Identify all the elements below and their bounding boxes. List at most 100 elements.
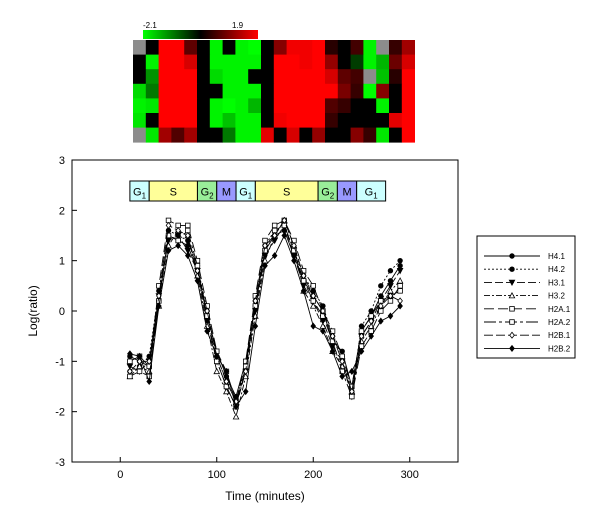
data-point [509, 331, 515, 339]
heatmap-cell [337, 98, 351, 114]
data-point [329, 332, 336, 340]
series-layer [126, 216, 404, 420]
heatmap-cell [273, 83, 287, 99]
heatmap-cell [171, 54, 185, 70]
data-point [378, 283, 384, 289]
heatmap-cell [248, 113, 262, 128]
heatmap-cell [376, 83, 390, 99]
data-point [194, 267, 201, 275]
heatmap-cell [389, 98, 403, 114]
phase-label: M [342, 187, 351, 199]
data-point [242, 372, 250, 380]
phase-label: M [222, 187, 231, 199]
heatmap-cell [222, 98, 236, 114]
data-point [204, 307, 210, 315]
data-point [156, 302, 162, 310]
legend-label: H4.2 [548, 265, 565, 274]
heatmap-cell [248, 83, 262, 99]
data-point [165, 221, 172, 229]
data-point [339, 357, 346, 365]
heatmap-cell [325, 54, 339, 70]
legend-label: H2B.1 [548, 331, 571, 340]
cell-cycle-phase-bar: G1 S G2 M G1 S G2 M G1 [129, 180, 387, 202]
heatmap-cell [171, 98, 185, 114]
data-point [509, 344, 515, 352]
data-point [271, 252, 278, 260]
data-point [281, 216, 288, 224]
heatmap-cell [209, 83, 223, 99]
x-tick-label: 100 [208, 469, 226, 481]
heatmap-cell [401, 127, 415, 143]
heatmap-cell [401, 69, 415, 85]
x-axis: 0 100 200 300 [117, 457, 419, 481]
heatmap-cell [350, 98, 364, 114]
heatmap-cell [145, 98, 159, 114]
data-point [291, 257, 297, 265]
heatmap-cell [273, 40, 287, 55]
phase-label: S [170, 187, 177, 199]
heatmap-cell [171, 40, 185, 55]
heatmap-cell [389, 113, 403, 128]
data-point [232, 413, 240, 420]
heatmap-cell [261, 40, 275, 55]
data-point [509, 253, 515, 259]
heatmap-cell [184, 40, 198, 55]
phase-label: G1 [133, 187, 147, 201]
heatmap-cell [235, 40, 249, 55]
heatmap-cell [184, 127, 198, 143]
data-point [378, 293, 384, 299]
heatmap-cell [337, 40, 351, 55]
heatmap-cell [350, 113, 364, 128]
heatmap-cell [158, 69, 172, 85]
heatmap-cell [376, 98, 390, 114]
heatmap-cell [158, 113, 172, 128]
heatmap-cell [145, 40, 159, 55]
data-point [184, 247, 192, 255]
heatmap-cell [158, 83, 172, 99]
heatmap-cell [325, 98, 339, 114]
heatmap-cell [325, 83, 339, 99]
heatmap-cell [235, 54, 249, 70]
heatmap-cell [171, 127, 185, 143]
data-point [509, 306, 515, 312]
heatmap-cell [171, 83, 185, 99]
x-tick-label: 200 [304, 469, 322, 481]
heatmap-cell [222, 83, 236, 99]
data-point [175, 242, 181, 250]
heatmap-cell [325, 40, 339, 55]
heatmap-cell [261, 83, 275, 99]
heatmap-cell [197, 98, 211, 114]
heatmap-cell [197, 54, 211, 70]
scale-min-label: -2.1 [143, 21, 157, 30]
y-tick-label: -3 [55, 457, 65, 469]
heatmap-cell [261, 69, 275, 85]
heatmap-cell [363, 98, 377, 114]
data-point [397, 288, 403, 294]
data-point [397, 257, 403, 264]
heatmap-cell [222, 69, 236, 85]
data-point [300, 287, 307, 295]
heatmap-cell [286, 83, 300, 99]
y-tick-label: -1 [55, 356, 65, 368]
x-tick-label: 0 [117, 469, 123, 481]
heatmap-cell [401, 40, 415, 55]
phase-segment [356, 180, 387, 202]
data-point [368, 317, 374, 325]
data-point [291, 242, 297, 250]
data-point [213, 352, 220, 360]
heatmap-cell [299, 127, 313, 143]
series-line [129, 219, 401, 403]
heatmap-cell [248, 69, 262, 85]
heatmap-cell [197, 40, 211, 55]
heatmap-cell [376, 54, 390, 70]
heatmap-cell [312, 54, 326, 70]
heatmap-cell [248, 40, 262, 55]
heatmap-cell [401, 113, 415, 128]
data-point [377, 317, 384, 325]
data-point [396, 277, 404, 284]
y-tick-label: -2 [55, 407, 65, 419]
data-point [185, 222, 191, 229]
data-point [397, 302, 403, 310]
heatmap-cell [337, 127, 351, 143]
heatmap-cell [363, 113, 377, 128]
